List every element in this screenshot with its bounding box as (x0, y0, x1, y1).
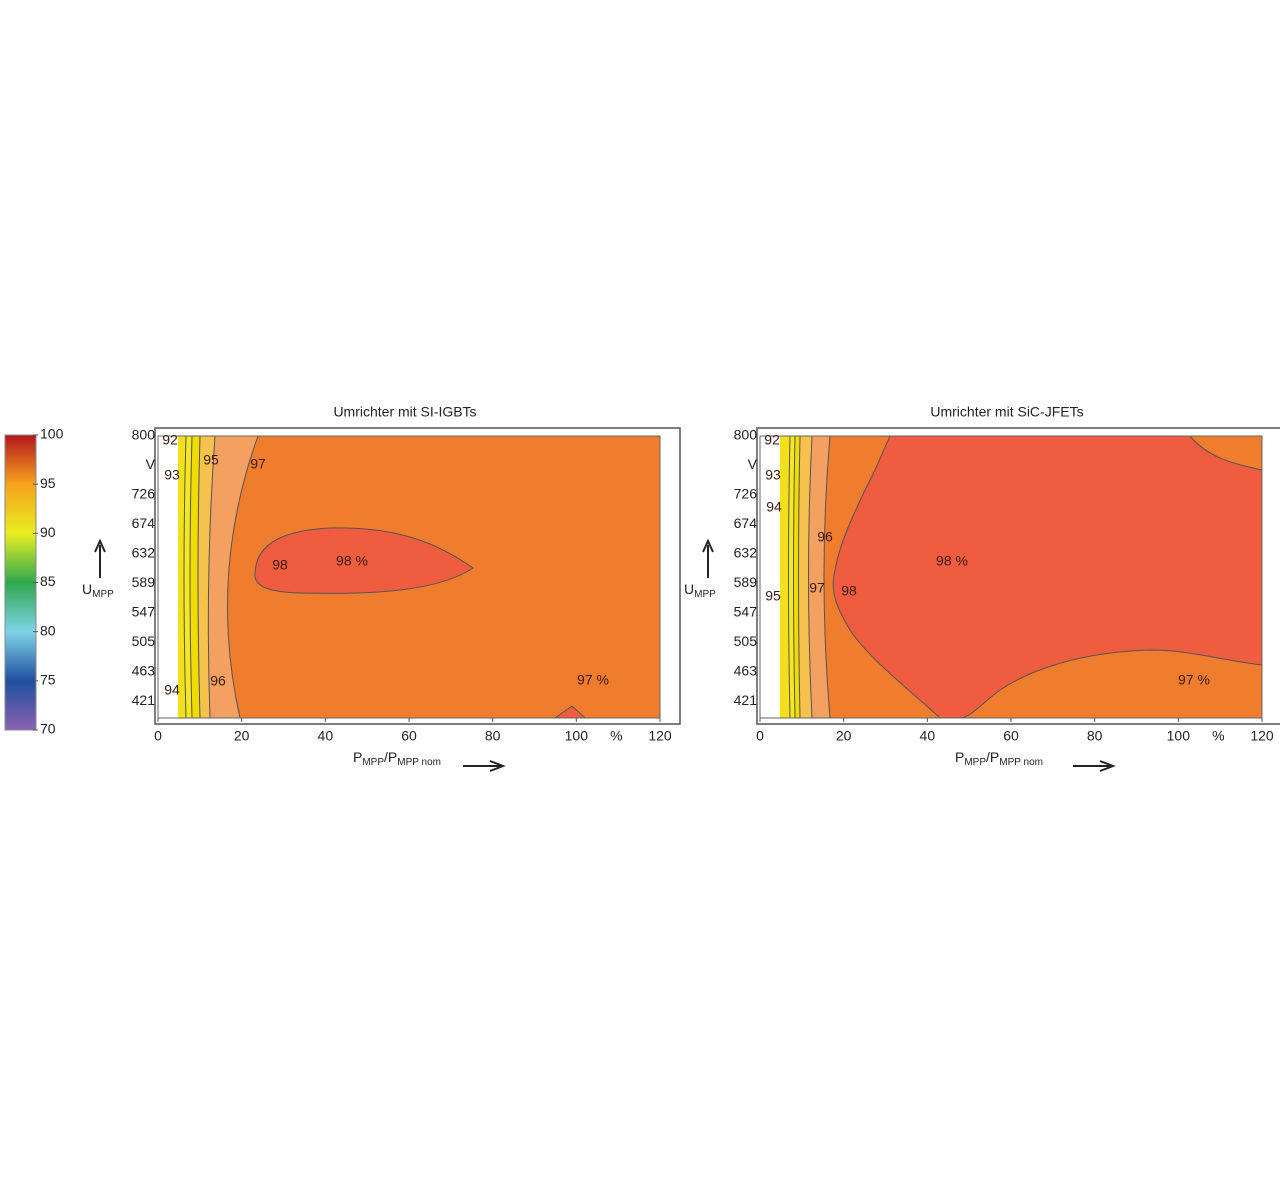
contour-label: 97 % (577, 672, 609, 688)
y-tick-label: 463 (132, 663, 156, 679)
x-arrow (1073, 760, 1116, 772)
y-tick-label: 505 (132, 633, 156, 649)
x-unit: % (610, 728, 622, 744)
contour-label: 98 % (936, 553, 968, 569)
colorbar-tick-label: 75 (40, 672, 56, 688)
x-tick-label: 80 (1087, 728, 1103, 744)
contour-label: 98 % (336, 553, 368, 569)
y-axis-label: UMPP (684, 581, 716, 600)
x-axis-label-part: P (353, 749, 362, 765)
y-axis-label-part: MPP (694, 589, 716, 600)
y-axis-label-part: U (82, 581, 92, 597)
x-tick-label: 100 (565, 728, 589, 744)
colorbar-tick-label: 70 (40, 721, 56, 737)
x-arrow (463, 760, 506, 772)
y-axis-label-part: U (684, 581, 694, 597)
colorbar-tick-label: 85 (40, 573, 56, 589)
colorbar-tick-label: 100 (40, 426, 64, 442)
contour-label: 97 (809, 580, 825, 596)
x-axis-label-part: MPP (362, 757, 384, 768)
x-axis-label: PMPP/PMPP nom (955, 749, 1043, 768)
x-axis-label-part: P (955, 749, 964, 765)
colorbar-tick-label: 80 (40, 622, 56, 638)
contour-region (254, 527, 474, 594)
x-axis-label-part: MPP (964, 757, 986, 768)
y-arrow (702, 538, 714, 578)
y-tick-label: 632 (132, 545, 156, 561)
colorbar-tick-label: 95 (40, 475, 56, 491)
contour-label: 92 (764, 432, 780, 448)
colorbar (4, 434, 37, 731)
contour-label: 96 (817, 529, 833, 545)
y-tick-label: 800 (734, 427, 758, 443)
x-axis-label: PMPP/PMPP nom (353, 749, 441, 768)
y-tick-label: 547 (132, 604, 156, 620)
y-arrow (94, 538, 106, 578)
contour-label: 98 (272, 557, 288, 573)
y-tick-label: 674 (132, 515, 156, 531)
contour-label: 94 (164, 682, 180, 698)
y-tick-label: 547 (734, 604, 758, 620)
y-tick-label: 421 (734, 692, 758, 708)
x-tick-label: 0 (154, 728, 162, 744)
x-tick-label: 20 (836, 728, 852, 744)
y-tick-label: 589 (734, 574, 758, 590)
contour-label: 95 (203, 452, 219, 468)
contour-label: 97 % (1178, 672, 1210, 688)
x-tick-label: 60 (1003, 728, 1019, 744)
x-axis-label-part: MPP nom (999, 757, 1043, 768)
y-tick-label: 800 (132, 427, 156, 443)
x-unit: % (1212, 728, 1224, 744)
x-tick-label: 60 (401, 728, 417, 744)
x-tick-label: 0 (756, 728, 764, 744)
x-tick-label: 100 (1167, 728, 1191, 744)
y-tick-label: 726 (132, 486, 156, 502)
chart-title: Umrichter mit SiC-JFETs (930, 404, 1083, 420)
x-tick-label: 20 (234, 728, 250, 744)
y-tick-label: 463 (734, 663, 758, 679)
contour-label: 97 (250, 456, 266, 472)
y-tick-label: 421 (132, 692, 156, 708)
contour-label: 94 (766, 499, 782, 515)
y-axis-label: UMPP (82, 581, 114, 600)
contour-label: 95 (765, 588, 781, 604)
chart-title: Umrichter mit SI-IGBTs (333, 404, 476, 420)
x-tick-label: 80 (485, 728, 501, 744)
x-axis-label-part: /P (384, 749, 397, 765)
y-tick-label: V (146, 456, 156, 472)
contour-label: 98 (841, 583, 857, 599)
x-tick-label: 40 (920, 728, 936, 744)
contour-label: 96 (210, 673, 226, 689)
x-tick-label: 120 (1250, 728, 1274, 744)
x-tick-label: 120 (648, 728, 672, 744)
contour-label: 93 (765, 467, 781, 483)
x-tick-label: 40 (318, 728, 334, 744)
y-tick-label: 726 (734, 486, 758, 502)
y-tick-label: 589 (132, 574, 156, 590)
colorbar-tick-label: 90 (40, 524, 56, 540)
x-axis-label-part: /P (986, 749, 999, 765)
y-tick-label: 505 (734, 633, 758, 649)
contour-region (832, 435, 1263, 719)
contour-label: 93 (164, 467, 180, 483)
y-tick-label: V (748, 456, 758, 472)
y-axis-label-part: MPP (92, 589, 114, 600)
contour-label: 92 (162, 432, 178, 448)
x-axis-label-part: MPP nom (397, 757, 441, 768)
y-tick-label: 674 (734, 515, 758, 531)
y-tick-label: 632 (734, 545, 758, 561)
